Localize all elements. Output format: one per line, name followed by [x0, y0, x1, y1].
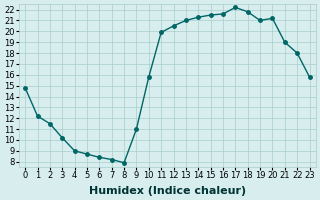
- X-axis label: Humidex (Indice chaleur): Humidex (Indice chaleur): [89, 186, 246, 196]
